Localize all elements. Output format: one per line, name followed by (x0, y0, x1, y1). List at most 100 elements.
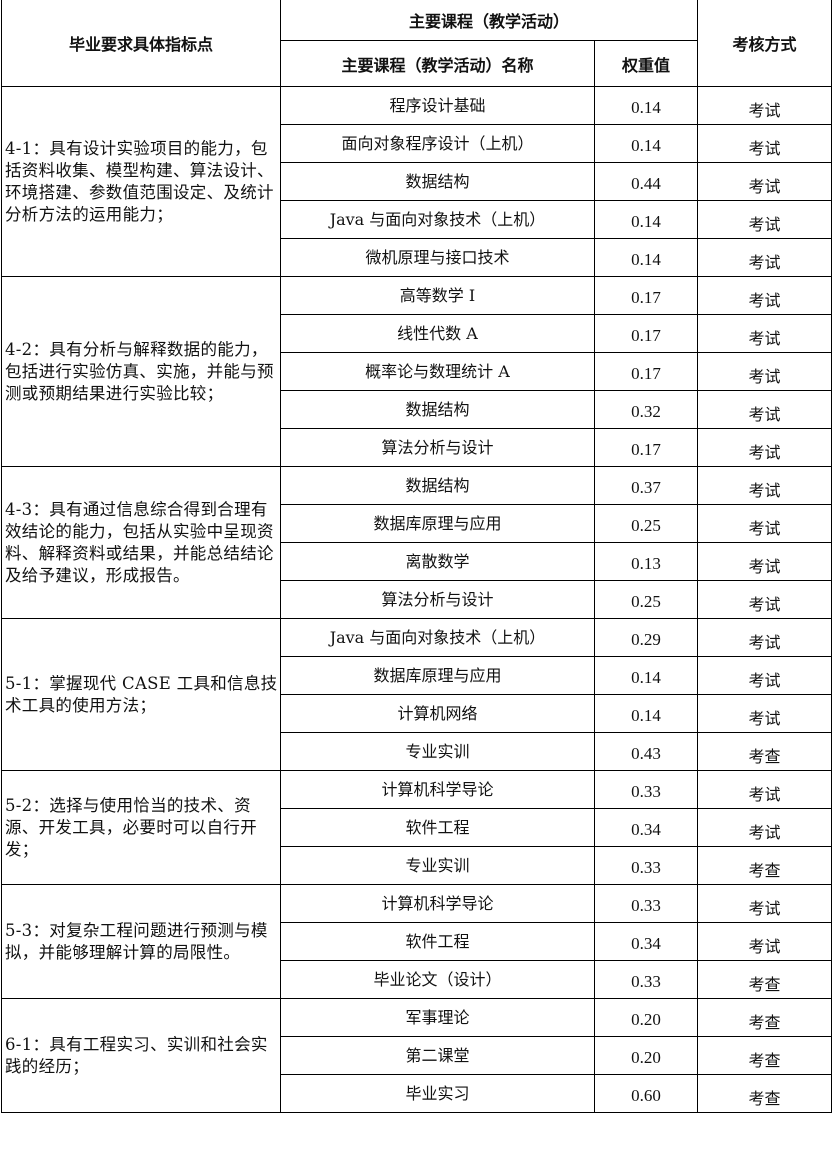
course-name-cell: 高等数学 Ⅰ (280, 276, 595, 315)
table-row: 微机原理与接口技术 0.14 考试 (2, 238, 832, 277)
weight-cell: 0.17 (594, 352, 698, 391)
course-name-cell: 毕业论文（设计） (280, 960, 595, 999)
course-name-cell: 算法分析与设计 (280, 580, 595, 619)
table-row: 离散数学 0.13 考试 (2, 542, 832, 581)
weight-cell: 0.17 (594, 314, 698, 353)
weight-cell: 0.25 (594, 504, 698, 543)
weight-cell: 0.37 (594, 466, 698, 505)
course-name-cell: Java 与面向对象技术（上机） (280, 200, 595, 239)
table-row: 数据结构 0.44 考试 (2, 162, 832, 201)
course-indicator-table: 毕业要求具体指标点 主要课程（教学活动） 考核方式 主要课程（教学活动）名称 权… (1, 0, 832, 1113)
table-row: 毕业实习 0.60 考查 (2, 1074, 832, 1113)
course-name-cell: 软件工程 (280, 922, 595, 961)
course-name-cell: 计算机科学导论 (280, 884, 595, 923)
table-row: 软件工程 0.34 考试 (2, 808, 832, 847)
table-row: Java 与面向对象技术（上机） 0.14 考试 (2, 200, 832, 239)
assessment-method-cell: 考试 (697, 656, 832, 695)
course-name-cell: Java 与面向对象技术（上机） (280, 618, 595, 657)
assessment-method-cell: 考试 (697, 390, 832, 429)
table-row: 数据结构 0.32 考试 (2, 390, 832, 429)
header-main-course-group: 主要课程（教学活动） (280, 0, 698, 41)
course-name-cell: 数据库原理与应用 (280, 504, 595, 543)
assessment-method-cell: 考查 (697, 960, 832, 999)
table-body: 4-1：具有设计实验项目的能力，包括资料收集、模型构建、算法设计、环境搭建、参数… (1, 86, 832, 1113)
weight-cell: 0.14 (594, 694, 698, 733)
assessment-method-cell: 考试 (697, 162, 832, 201)
weight-cell: 0.33 (594, 770, 698, 809)
weight-cell: 0.14 (594, 200, 698, 239)
table-row: 专业实训 0.33 考查 (2, 846, 832, 885)
course-name-cell: 概率论与数理统计 A (280, 352, 595, 391)
table-row: 概率论与数理统计 A 0.17 考试 (2, 352, 832, 391)
indicator-cell: 6-1：具有工程实习、实训和社会实践的经历； (1, 998, 281, 1113)
header-assessment: 考核方式 (697, 0, 832, 87)
assessment-method-cell: 考查 (697, 846, 832, 885)
weight-cell: 0.17 (594, 276, 698, 315)
assessment-method-cell: 考试 (697, 466, 832, 505)
course-name-cell: 线性代数 A (280, 314, 595, 353)
weight-cell: 0.14 (594, 656, 698, 695)
assessment-method-cell: 考查 (697, 998, 832, 1037)
course-name-cell: 专业实训 (280, 732, 595, 771)
assessment-method-cell: 考查 (697, 732, 832, 771)
course-name-cell: 计算机科学导论 (280, 770, 595, 809)
assessment-method-cell: 考试 (697, 770, 832, 809)
course-name-cell: 数据结构 (280, 466, 595, 505)
course-name-cell: 毕业实习 (280, 1074, 595, 1113)
weight-cell: 0.13 (594, 542, 698, 581)
assessment-method-cell: 考试 (697, 314, 832, 353)
assessment-method-cell: 考试 (697, 580, 832, 619)
indicator-cell: 5-1：掌握现代 CASE 工具和信息技术工具的使用方法； (1, 618, 281, 771)
table-row: 6-1：具有工程实习、实训和社会实践的经历； 军事理论 0.20 考查 (1, 998, 832, 1113)
indicator-cell: 4-2：具有分析与解释数据的能力，包括进行实验仿真、实施，并能与预测或预期结果进… (1, 276, 281, 467)
table-row: 4-2：具有分析与解释数据的能力，包括进行实验仿真、实施，并能与预测或预期结果进… (1, 276, 832, 467)
indicator-cell: 4-3：具有通过信息综合得到合理有效结论的能力，包括从实验中呈现资料、解释资料或… (1, 466, 281, 619)
weight-cell: 0.25 (594, 580, 698, 619)
weight-cell: 0.14 (594, 238, 698, 277)
course-name-cell: 离散数学 (280, 542, 595, 581)
course-name-cell: 军事理论 (280, 998, 595, 1037)
assessment-method-cell: 考试 (697, 504, 832, 543)
table-row: 5-3：对复杂工程问题进行预测与模拟，并能够理解计算的局限性。 计算机科学导论 0.… (1, 884, 832, 999)
course-name-cell: 微机原理与接口技术 (280, 238, 595, 277)
table-row: 毕业论文（设计） 0.33 考查 (2, 960, 832, 999)
assessment-method-cell: 考试 (697, 200, 832, 239)
course-name-cell: 面向对象程序设计（上机） (280, 124, 595, 163)
table-row: 数据库原理与应用 0.25 考试 (2, 504, 832, 543)
table-row: 5-1：掌握现代 CASE 工具和信息技术工具的使用方法； Java 与面向对象技… (1, 618, 832, 771)
assessment-method-cell: 考试 (697, 124, 832, 163)
weight-cell: 0.20 (594, 1036, 698, 1075)
assessment-method-cell: 考试 (697, 428, 832, 467)
course-name-cell: 数据结构 (280, 390, 595, 429)
assessment-method-cell: 考试 (697, 352, 832, 391)
course-name-cell: 软件工程 (280, 808, 595, 847)
header-weight: 权重值 (594, 40, 698, 87)
table-row: 4-1：具有设计实验项目的能力，包括资料收集、模型构建、算法设计、环境搭建、参数… (1, 86, 832, 277)
weight-cell: 0.20 (594, 998, 698, 1037)
assessment-method-cell: 考试 (697, 86, 832, 125)
weight-cell: 0.14 (594, 124, 698, 163)
weight-cell: 0.33 (594, 846, 698, 885)
indicator-cell: 4-1：具有设计实验项目的能力，包括资料收集、模型构建、算法设计、环境搭建、参数… (1, 86, 281, 277)
assessment-method-cell: 考试 (697, 694, 832, 733)
assessment-method-cell: 考试 (697, 808, 832, 847)
indicator-cell: 5-3：对复杂工程问题进行预测与模拟，并能够理解计算的局限性。 (1, 884, 281, 999)
weight-cell: 0.34 (594, 808, 698, 847)
table-row: 4-3：具有通过信息综合得到合理有效结论的能力，包括从实验中呈现资料、解释资料或… (1, 466, 832, 619)
indicator-cell: 5-2：选择与使用恰当的技术、资源、开发工具，必要时可以自行开发； (1, 770, 281, 885)
weight-cell: 0.34 (594, 922, 698, 961)
course-name-cell: 专业实训 (280, 846, 595, 885)
assessment-method-cell: 考试 (697, 542, 832, 581)
table-row: 算法分析与设计 0.25 考试 (2, 580, 832, 619)
assessment-method-cell: 考查 (697, 1036, 832, 1075)
assessment-method-cell: 考试 (697, 884, 832, 923)
table-row: 算法分析与设计 0.17 考试 (2, 428, 832, 467)
header-course-name: 主要课程（教学活动）名称 (280, 40, 595, 87)
table-row: 面向对象程序设计（上机） 0.14 考试 (2, 124, 832, 163)
table-row: 线性代数 A 0.17 考试 (2, 314, 832, 353)
weight-cell: 0.60 (594, 1074, 698, 1113)
course-name-cell: 程序设计基础 (280, 86, 595, 125)
assessment-method-cell: 考查 (697, 1074, 832, 1113)
assessment-method-cell: 考试 (697, 618, 832, 657)
weight-cell: 0.33 (594, 960, 698, 999)
